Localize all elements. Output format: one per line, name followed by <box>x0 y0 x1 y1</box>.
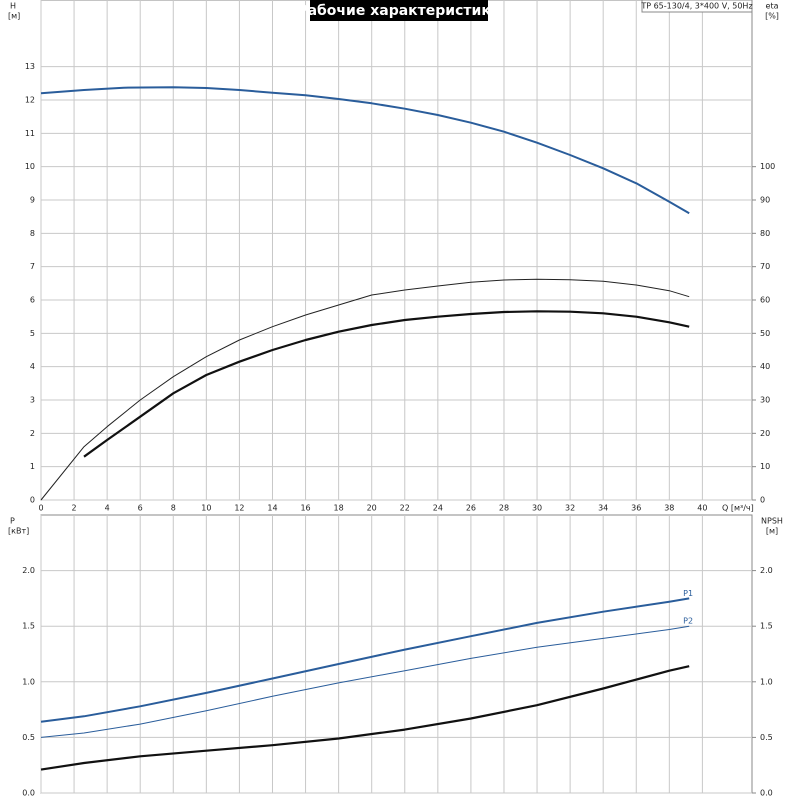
y2-tick-label: 20 <box>760 429 770 438</box>
y2-axis-label: eta <box>766 2 779 11</box>
x-tick-label: 34 <box>598 504 608 513</box>
y-tick-label: 1.5 <box>22 622 35 631</box>
x-tick-label: 32 <box>565 504 575 513</box>
y2-tick-label: 0 <box>760 496 765 505</box>
plot-frame <box>40 514 753 794</box>
x-tick-label: 22 <box>400 504 410 513</box>
x-tick-label: 4 <box>105 504 110 513</box>
y-tick-label: 12 <box>25 96 35 105</box>
y-tick-label: 7 <box>30 262 35 271</box>
line-series <box>40 665 690 771</box>
y-tick-label: 0.5 <box>22 733 35 742</box>
y-tick-label: 11 <box>25 129 35 138</box>
title-box <box>310 0 488 21</box>
y-tick-label: 10 <box>25 162 35 171</box>
y2-tick-label: 1.5 <box>760 622 773 631</box>
y-axis-label: H <box>10 2 16 11</box>
y2-tick-label: 2.0 <box>760 566 773 575</box>
y2-tick-label: 0.5 <box>760 733 773 742</box>
plot-frame <box>40 0 753 501</box>
y2-tick-label: 40 <box>760 362 770 371</box>
y2-tick-label: 80 <box>760 229 770 238</box>
y-tick-label: 1.0 <box>22 677 35 686</box>
x-tick-label: 16 <box>300 504 310 513</box>
y-tick-label: 0 <box>30 496 35 505</box>
y-axis-unit: [кВт] <box>8 527 29 536</box>
y-axis-label: P <box>10 517 15 526</box>
y2-tick-label: 90 <box>760 196 770 205</box>
y-axis-unit: [м] <box>8 12 20 21</box>
y2-tick-label: 100 <box>760 162 775 171</box>
chart-title: Рабочие характеристики <box>297 3 500 19</box>
series-label: P2 <box>683 617 693 626</box>
line-series <box>40 278 690 501</box>
y-tick-label: 1 <box>30 462 35 471</box>
y-tick-label: 4 <box>30 362 35 371</box>
y-tick-label: 3 <box>30 396 35 405</box>
x-axis-label: Q [м³/ч] <box>722 504 754 513</box>
y2-tick-label: 30 <box>760 396 770 405</box>
x-tick-label: 38 <box>664 504 674 513</box>
y2-axis-unit: [м] <box>766 527 778 536</box>
x-tick-label: 36 <box>631 504 641 513</box>
line-series <box>83 310 690 458</box>
y-tick-label: 5 <box>30 329 35 338</box>
x-tick-label: 24 <box>433 504 443 513</box>
y2-tick-label: 50 <box>760 329 770 338</box>
y2-axis-label: NPSH <box>761 517 783 526</box>
y-tick-label: 2.0 <box>22 566 35 575</box>
line-series <box>40 625 690 738</box>
y-tick-label: 0.0 <box>22 789 35 798</box>
y2-tick-label: 10 <box>760 462 770 471</box>
x-tick-label: 10 <box>201 504 211 513</box>
x-tick-label: 0 <box>38 504 43 513</box>
y-tick-label: 9 <box>30 196 35 205</box>
x-tick-label: 8 <box>171 504 176 513</box>
series-label: P1 <box>683 589 693 598</box>
y-tick-label: 13 <box>25 62 35 71</box>
x-tick-label: 20 <box>367 504 377 513</box>
y-tick-label: 2 <box>30 429 35 438</box>
x-tick-label: 2 <box>72 504 77 513</box>
x-tick-label: 18 <box>334 504 344 513</box>
y2-tick-label: 0.0 <box>760 789 773 798</box>
x-tick-label: 28 <box>499 504 509 513</box>
line-series <box>40 597 690 723</box>
x-tick-label: 40 <box>697 504 707 513</box>
x-tick-label: 26 <box>466 504 476 513</box>
y2-tick-label: 60 <box>760 296 770 305</box>
annotation-box <box>641 0 753 13</box>
y2-axis-unit: [%] <box>765 12 779 21</box>
y2-tick-label: 1.0 <box>760 677 773 686</box>
line-series <box>40 86 690 215</box>
y-tick-label: 8 <box>30 229 35 238</box>
x-tick-label: 30 <box>532 504 542 513</box>
x-tick-label: 12 <box>234 504 244 513</box>
annotation: TP 65-130/4, 3*400 V, 50Hz <box>640 2 752 11</box>
y2-tick-label: 70 <box>760 262 770 271</box>
x-tick-label: 14 <box>267 504 277 513</box>
x-tick-label: 6 <box>138 504 143 513</box>
y-tick-label: 6 <box>30 296 35 305</box>
